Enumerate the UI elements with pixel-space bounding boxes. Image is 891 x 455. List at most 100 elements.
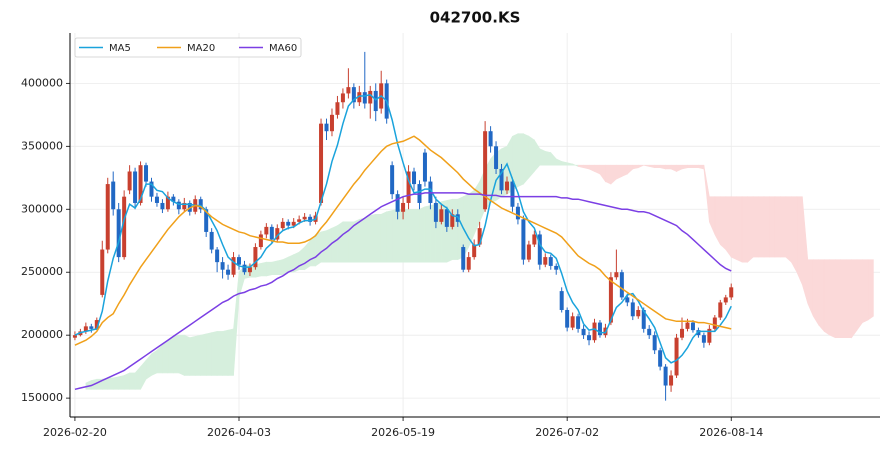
legend-box: [74, 37, 302, 58]
cloud-segment: [588, 164, 595, 172]
cloud-segment: [528, 135, 535, 179]
cloud-segment: [156, 344, 163, 374]
cloud-segment: [331, 225, 338, 263]
candle-body: [641, 309, 646, 329]
cloud-segment: [550, 151, 557, 166]
candle-body: [357, 92, 362, 103]
candle-body: [619, 272, 624, 298]
cloud-segment: [129, 372, 136, 390]
candle-body: [669, 375, 674, 386]
candle-body: [647, 328, 652, 336]
cloud-segment: [134, 365, 141, 390]
cloud-segment: [364, 215, 371, 263]
y-tick-label: 350000: [21, 139, 63, 152]
cloud-segment: [796, 196, 803, 285]
candle-body: [444, 209, 449, 227]
cloud-segment: [621, 164, 628, 177]
candle-body: [275, 228, 280, 240]
cloud-segment: [681, 164, 688, 170]
candle-body: [253, 247, 258, 268]
cloud-segment: [687, 164, 694, 169]
candle-body: [226, 269, 231, 275]
cloud-segment: [107, 377, 114, 390]
y-tick-label: 150000: [21, 391, 63, 404]
legend-label: MA60: [269, 43, 297, 54]
candle-body: [302, 216, 307, 220]
cloud-segment: [539, 148, 546, 166]
candle-body: [422, 152, 427, 182]
cloud-segment: [627, 164, 634, 175]
legend: MA5 MA20 MA60: [74, 37, 302, 58]
candle-body: [395, 194, 400, 212]
legend-label: MA5: [109, 43, 131, 54]
cloud-segment: [375, 213, 382, 263]
candle-body: [581, 328, 586, 336]
candle-body: [138, 165, 143, 203]
cloud-segment: [856, 259, 863, 332]
cloud-segment: [85, 380, 92, 390]
cloud-segment: [862, 259, 869, 324]
candle-body: [543, 257, 548, 265]
cloud-segment: [145, 353, 152, 380]
cloud-segment: [758, 196, 765, 258]
candle-body: [291, 221, 296, 226]
candle-body: [105, 184, 110, 250]
candle-body: [247, 267, 252, 273]
chart-title: 042700.KS: [430, 9, 521, 27]
cloud-segment: [304, 239, 311, 271]
candle-body: [72, 335, 77, 338]
candle-body: [373, 90, 378, 112]
cloud-segment: [380, 211, 387, 263]
cloud-segment: [736, 196, 743, 263]
cloud-segment: [189, 336, 196, 376]
candle-body: [537, 234, 542, 265]
candle-body: [160, 202, 165, 210]
candle-body: [269, 226, 274, 240]
candle-body: [532, 234, 537, 245]
cloud-segment: [698, 164, 705, 170]
candle-body: [658, 350, 663, 367]
candle-body: [237, 257, 242, 265]
candle-body: [176, 201, 181, 210]
cloud-segment: [703, 165, 710, 222]
candle-body: [499, 168, 504, 191]
candle-body: [111, 181, 116, 210]
cloud-segment: [834, 259, 841, 338]
cloud-segment: [774, 196, 781, 258]
candle-body: [652, 335, 657, 351]
cloud-segment: [408, 208, 415, 263]
candle-body: [636, 309, 641, 317]
candle-body: [286, 221, 291, 226]
cloud-segment: [233, 272, 240, 376]
candle-body: [680, 328, 685, 338]
cloud-segment: [200, 333, 207, 376]
y-tick-label: 250000: [21, 265, 63, 278]
cloud-segment: [730, 196, 738, 261]
cloud-segment: [566, 162, 573, 166]
candle-body: [433, 202, 438, 222]
cloud-segment: [227, 328, 234, 376]
candle-body: [707, 328, 712, 343]
cloud-segment: [555, 158, 562, 166]
candle-body: [548, 257, 553, 266]
candle-body: [592, 322, 597, 341]
candle-body: [570, 316, 575, 328]
candle-body: [209, 231, 214, 250]
candle-body: [685, 322, 690, 329]
candle-body: [488, 131, 493, 147]
cloud-segment: [276, 259, 284, 276]
candle-body: [614, 272, 619, 278]
cloud-segment: [812, 259, 820, 327]
cloud-segment: [123, 372, 130, 390]
cloud-segment: [162, 339, 169, 374]
candle-body: [406, 171, 411, 203]
cloud-segment: [266, 261, 273, 277]
cloud-segment: [769, 196, 776, 258]
cloud-segment: [632, 164, 639, 170]
candle-body: [182, 202, 187, 210]
cloud-segment: [676, 164, 683, 172]
cloud-segment: [692, 164, 699, 169]
cloud-segment: [818, 259, 825, 333]
